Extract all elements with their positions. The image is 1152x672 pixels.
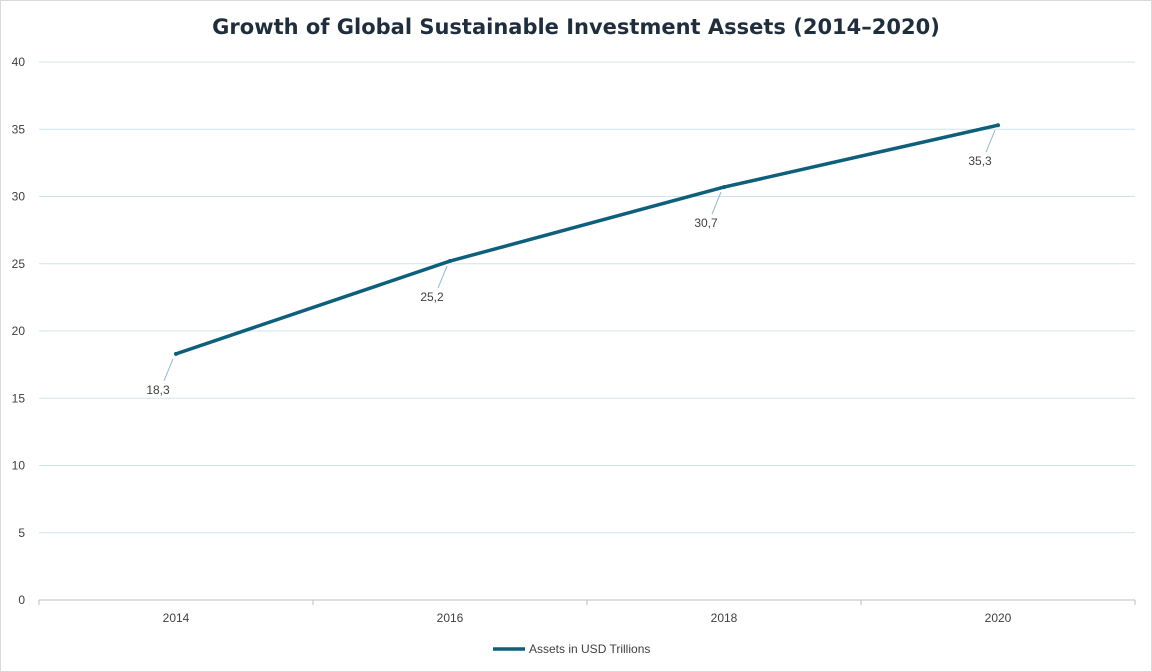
data-point-2020	[996, 123, 1000, 128]
y-tick-label-40: 40	[12, 55, 26, 69]
chart-title: Growth of Global Sustainable Investment …	[212, 15, 940, 39]
y-tick-label-25: 25	[12, 257, 26, 271]
gridlines	[39, 61, 1135, 534]
x-axis-tick-labels: 2014 2016 2018 2020	[163, 611, 1012, 625]
data-label-2016: 25,2	[420, 290, 444, 304]
data-point-2016	[448, 259, 452, 264]
y-tick-label-0: 0	[18, 593, 25, 607]
y-tick-label-15: 15	[12, 391, 26, 405]
x-tick-label-2016: 2016	[437, 611, 464, 625]
x-tick-label-2020: 2020	[985, 611, 1012, 625]
legend-label: Assets in USD Trillions	[529, 642, 650, 656]
y-tick-label-30: 30	[12, 190, 26, 204]
data-labels: 18,3 25,2 30,7 35,3	[146, 130, 996, 397]
data-label-2018: 30,7	[694, 216, 718, 230]
leader-line-2018	[711, 191, 722, 215]
leader-line-2014	[163, 358, 174, 382]
x-tick-label-2018: 2018	[711, 611, 738, 625]
data-point-2014	[174, 351, 178, 356]
leader-line-2020	[985, 130, 996, 153]
y-axis-tick-labels: 0 5 10 15 20 25 30 35 40	[12, 55, 26, 607]
y-tick-label-35: 35	[12, 122, 26, 136]
data-label-2020: 35,3	[968, 154, 992, 168]
x-tick-label-2014: 2014	[163, 611, 190, 625]
legend: Assets in USD Trillions	[493, 642, 650, 656]
leader-line-2016	[437, 265, 448, 289]
y-tick-label-20: 20	[12, 324, 26, 338]
data-label-2014: 18,3	[146, 383, 170, 397]
y-tick-label-5: 5	[18, 526, 25, 540]
series-lines	[174, 123, 1000, 356]
data-point-2018	[722, 185, 726, 190]
series-line-0	[174, 123, 1000, 356]
y-tick-label-10: 10	[12, 459, 26, 473]
x-axis	[38, 599, 1136, 605]
